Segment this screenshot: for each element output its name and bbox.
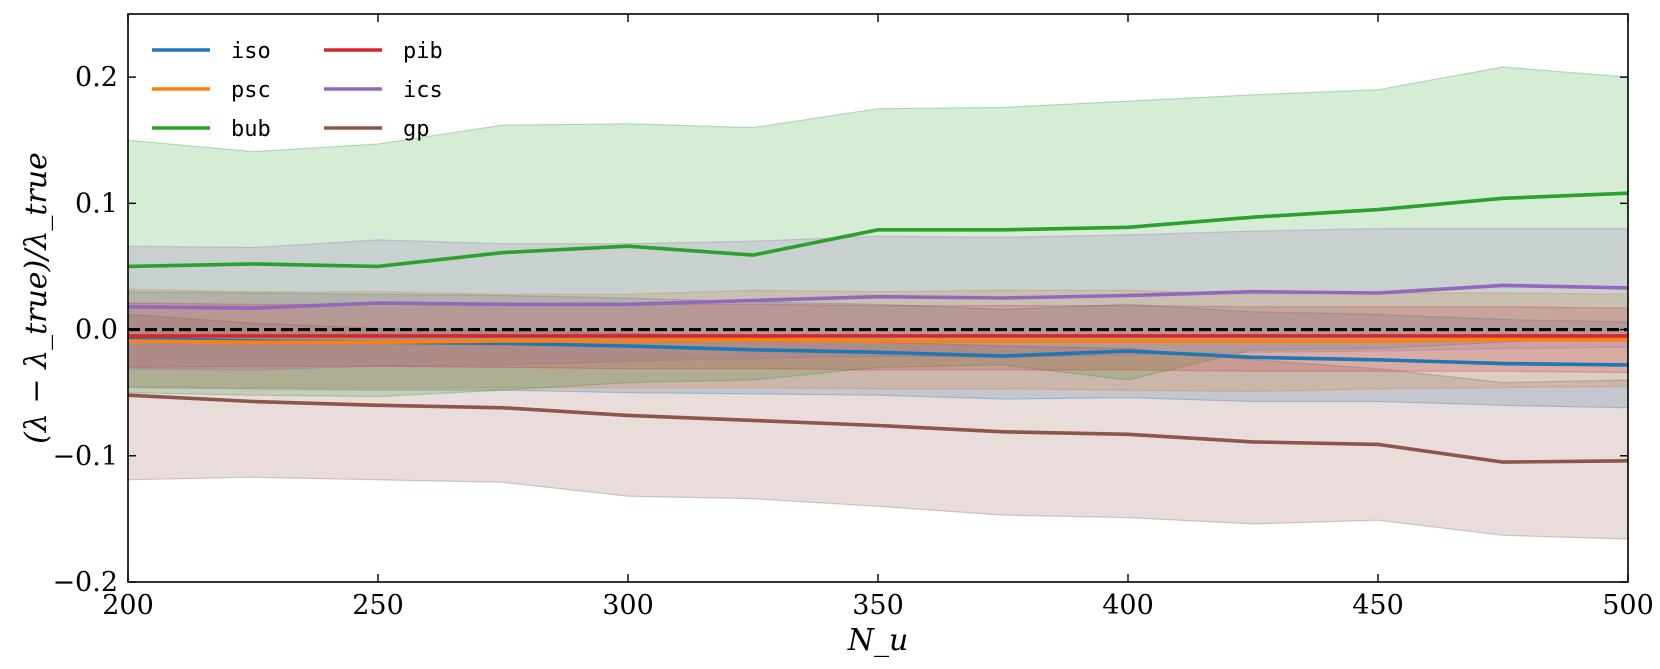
legend: iso psc bub pib ics gp [152,39,443,142]
series-line-ics [127,283,1629,310]
y-tick-label: 0.0 [75,315,118,346]
series-lines [127,191,1629,464]
x-tick-label: 400 [1102,590,1154,621]
x-tick-label: 200 [102,590,154,621]
y-tick-label: 0.1 [75,188,118,219]
y-tick-label: −0.2 [52,567,118,598]
series-line-psc [127,337,1628,345]
y-axis-label: (λ − λ_true)/λ_true [19,152,54,444]
y-tick-label: −0.1 [52,441,118,472]
x-tick-label: 350 [852,590,904,621]
x-tick-label: 250 [352,590,404,621]
legend-label-gp: gp [403,117,430,142]
legend-label-psc: psc [231,78,271,103]
series-line-gp [127,393,1629,464]
tick-labels: 200 250 300 350 400 450 500 −0.2 −0.1 0.0 0.1 0.2 [52,62,1653,621]
x-tick-label: 500 [1602,590,1654,621]
x-tick-label: 450 [1352,590,1404,621]
series-line-bub [127,191,1629,269]
legend-label-pib: pib [403,39,443,64]
x-tick-label: 300 [602,590,654,621]
legend-label-bub: bub [231,117,271,142]
x-axis-label: N_u [847,623,909,658]
y-tick-label: 0.2 [75,62,118,93]
axis-ticks [127,14,1629,583]
legend-label-ics: ics [403,78,443,103]
legend-label-iso: iso [231,39,271,64]
